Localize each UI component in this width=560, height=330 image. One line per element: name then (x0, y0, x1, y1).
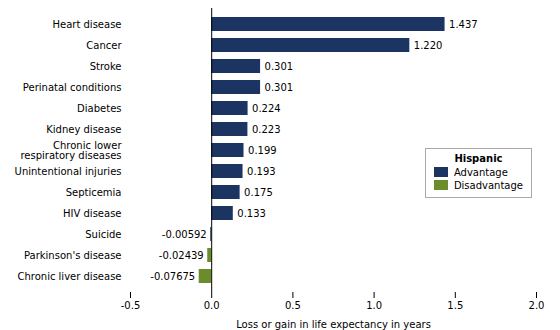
svg-text:0.175: 0.175 (244, 187, 273, 198)
svg-text:Stroke: Stroke (90, 61, 122, 72)
html-text:Advantage: Advantage (453, 166, 508, 178)
svg-text:Loss or gain in life expectanc: Loss or gain in life expectancy in years (236, 319, 431, 330)
svg-text:Chronic lowerrespiratory disea: Chronic lowerrespiratory diseases (20, 140, 122, 161)
svg-text:-0.02439: -0.02439 (159, 250, 204, 261)
html-text:Disadvantage: Disadvantage (453, 179, 523, 191)
svg-text:Heart disease: Heart disease (53, 19, 122, 30)
svg-text:1.437: 1.437 (449, 19, 478, 30)
svg-text:Unintentional injuries: Unintentional injuries (15, 166, 122, 177)
svg-text:-0.00592: -0.00592 (162, 229, 207, 240)
svg-text:Parkinson's disease: Parkinson's disease (24, 250, 122, 261)
svg-text:Chronic liver disease: Chronic liver disease (17, 271, 121, 282)
svg-text:0.193: 0.193 (247, 166, 276, 177)
svg-text:0.301: 0.301 (265, 82, 294, 93)
svg-text:0.133: 0.133 (237, 208, 266, 219)
svg-text:1.220: 1.220 (414, 40, 443, 51)
svg-text:0.301: 0.301 (265, 61, 294, 72)
svg-text:Suicide: Suicide (85, 229, 121, 240)
svg-text:Perinatal conditions: Perinatal conditions (23, 82, 122, 93)
svg-text:Cancer: Cancer (86, 40, 122, 51)
svg-text:0.224: 0.224 (252, 103, 281, 114)
svg-text:-0.07675: -0.07675 (150, 271, 195, 282)
svg-text:0.5: 0.5 (285, 300, 301, 311)
svg-text:0.223: 0.223 (252, 124, 281, 135)
svg-text:1.0: 1.0 (366, 300, 382, 311)
svg-text:1.5: 1.5 (447, 300, 463, 311)
html-text:Hispanic: Hispanic (454, 152, 503, 164)
svg-text:0.199: 0.199 (248, 145, 277, 156)
svg-text:Kidney disease: Kidney disease (46, 124, 121, 135)
svg-text:2.0: 2.0 (529, 300, 545, 311)
svg-text:HIV disease: HIV disease (63, 208, 121, 219)
svg-text:-0.5: -0.5 (121, 300, 141, 311)
svg-text:0.0: 0.0 (204, 300, 220, 311)
svg-text:Diabetes: Diabetes (77, 103, 121, 114)
svg-text:Septicemia: Septicemia (66, 187, 122, 198)
